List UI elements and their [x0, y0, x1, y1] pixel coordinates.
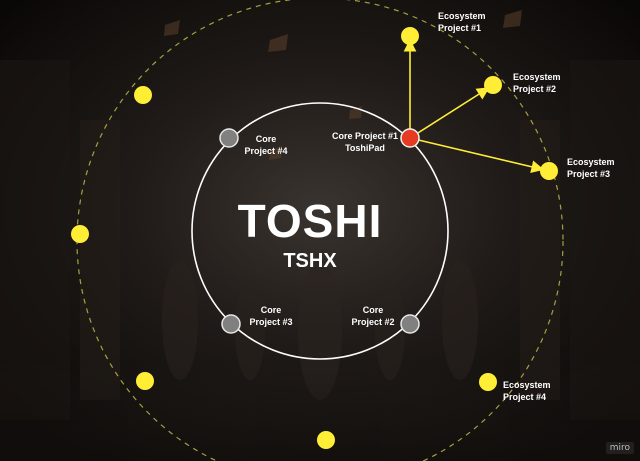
core-node-1[interactable] — [400, 128, 420, 148]
orbit-node-unlabeled[interactable] — [317, 431, 335, 449]
orbit-node-unlabeled[interactable] — [134, 86, 152, 104]
orbit-nodes — [71, 27, 558, 449]
miro-watermark: miro — [605, 442, 634, 454]
core-nodes — [219, 128, 420, 334]
orbit-node-unlabeled[interactable] — [136, 372, 154, 390]
orbit-node-unlabeled[interactable] — [71, 225, 89, 243]
ecosystem-label-3: Ecosystem Project #3 — [567, 157, 615, 179]
background-scenery — [0, 10, 640, 461]
ecosystem-node-3[interactable] — [540, 162, 558, 180]
ecosystem-label-4: Ecosystem Project #4 — [503, 380, 551, 402]
ecosystem-node-4[interactable] — [479, 373, 497, 391]
diagram-title: TOSHI — [237, 195, 383, 247]
core-node-3[interactable] — [221, 314, 241, 334]
arrow-to-ecosystem-2 — [409, 87, 490, 139]
core-label-4: Core Project #4 — [244, 134, 288, 156]
ecosystem-label-2: Ecosystem Project #2 — [513, 72, 561, 94]
ecosystem-label-1: Ecosystem Project #1 — [438, 11, 486, 33]
diagram-subtitle: TSHX — [283, 250, 337, 272]
arrow-to-ecosystem-3 — [409, 137, 545, 174]
core-node-4[interactable] — [219, 128, 239, 148]
ecosystem-node-2[interactable] — [484, 76, 502, 94]
core-label-2: Core Project #2 — [351, 305, 395, 327]
core-node-2[interactable] — [400, 314, 420, 334]
core-label-3: Core Project #3 — [249, 305, 293, 327]
core-label-1: Core Project #1 ToshiPad — [331, 131, 399, 153]
connector-arrows — [403, 38, 545, 174]
ecosystem-node-1[interactable] — [401, 27, 419, 45]
core-ring — [191, 102, 449, 360]
